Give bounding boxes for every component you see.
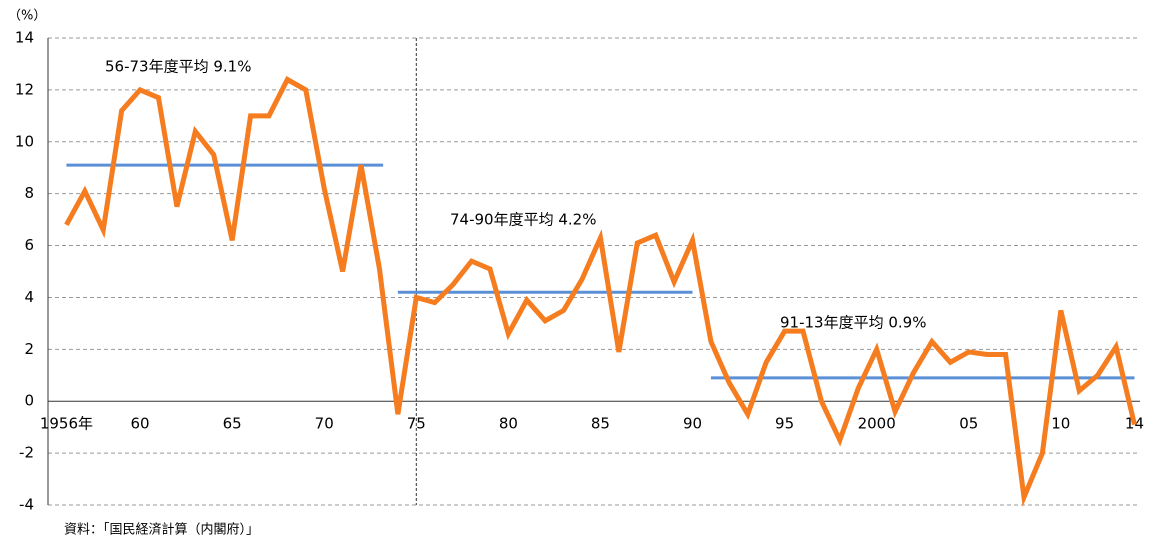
y-tick-label: 0 [24, 392, 34, 410]
x-tick-label: 70 [315, 415, 334, 433]
x-tick-label: 80 [499, 415, 518, 433]
y-tick-label: 12 [15, 80, 34, 98]
x-tick-label: 60 [131, 415, 150, 433]
y-tick-label: 10 [15, 132, 34, 150]
y-tick-label: 14 [15, 29, 34, 47]
x-tick-label: 05 [959, 415, 978, 433]
x-tick-label: 10 [1051, 415, 1070, 433]
y-tick-label: -4 [19, 496, 34, 514]
y-tick-label: 6 [24, 236, 34, 254]
y-tick-label: 2 [24, 340, 34, 358]
y-tick-label: -2 [19, 444, 34, 462]
average-label: 74-90年度平均 4.2% [450, 211, 596, 229]
x-tick-label: 2000 [858, 415, 896, 433]
x-tick-label: 75 [407, 415, 426, 433]
x-tick-label: 85 [591, 415, 610, 433]
y-unit: （%） [8, 9, 46, 24]
x-tick-label: 1956年 [40, 415, 93, 433]
data-line [64, 76, 1137, 507]
average-label: 91-13年度平均 0.9% [780, 314, 926, 332]
y-tick-label: 4 [24, 288, 34, 306]
x-tick-label: 65 [223, 415, 242, 433]
average-label: 56-73年度平均 9.1% [105, 58, 251, 76]
x-tick-label: 95 [775, 415, 794, 433]
y-tick-label: 8 [24, 184, 34, 202]
source-note: 資料：「国民経済計算（内閣府）」 [64, 522, 259, 538]
x-tick-label: 90 [683, 415, 702, 433]
